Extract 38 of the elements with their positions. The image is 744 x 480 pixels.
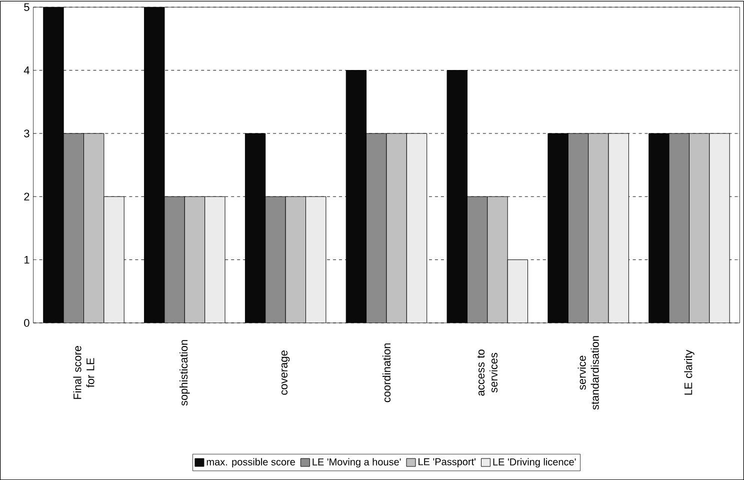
bar xyxy=(467,196,488,323)
y-tick-label: 4 xyxy=(24,66,30,74)
x-tick-label: access to services xyxy=(477,350,498,396)
bar xyxy=(306,196,326,323)
bar xyxy=(568,133,588,323)
y-tick-label: 3 xyxy=(24,130,30,138)
legend-label: max. possible score xyxy=(206,458,295,468)
bar xyxy=(84,133,104,323)
bar xyxy=(508,260,528,323)
bar xyxy=(204,196,226,323)
bar xyxy=(164,196,185,323)
bar xyxy=(184,196,205,323)
legend-label: LE 'Moving a house' xyxy=(312,458,401,468)
bar xyxy=(104,196,124,323)
x-tick-label: service standardisation xyxy=(578,336,599,410)
x-tick-label: Final score for LE xyxy=(73,346,94,399)
x-tick-label: coverage xyxy=(281,350,290,395)
bar xyxy=(688,133,710,323)
bar xyxy=(64,133,84,323)
y-tick-label: 2 xyxy=(24,192,30,200)
legend-label: LE 'Passport' xyxy=(418,458,476,468)
bar xyxy=(286,196,306,323)
y-tick-label: 0 xyxy=(24,318,30,327)
x-tick-label: LE clarity xyxy=(684,350,694,395)
bar xyxy=(386,133,407,323)
bar xyxy=(406,133,427,323)
legend-label: LE 'Driving licence' xyxy=(493,458,576,468)
bar xyxy=(709,133,730,323)
y-tick-label: 1 xyxy=(24,256,30,264)
y-tick-label: 5 xyxy=(24,3,30,11)
bar xyxy=(608,133,629,323)
x-tick-label: coordination xyxy=(382,343,391,402)
bar xyxy=(588,133,609,323)
bar xyxy=(668,133,690,323)
bar xyxy=(487,196,508,323)
bar xyxy=(265,196,286,323)
x-tick-label: sophistication xyxy=(180,340,190,406)
bar xyxy=(366,133,386,323)
